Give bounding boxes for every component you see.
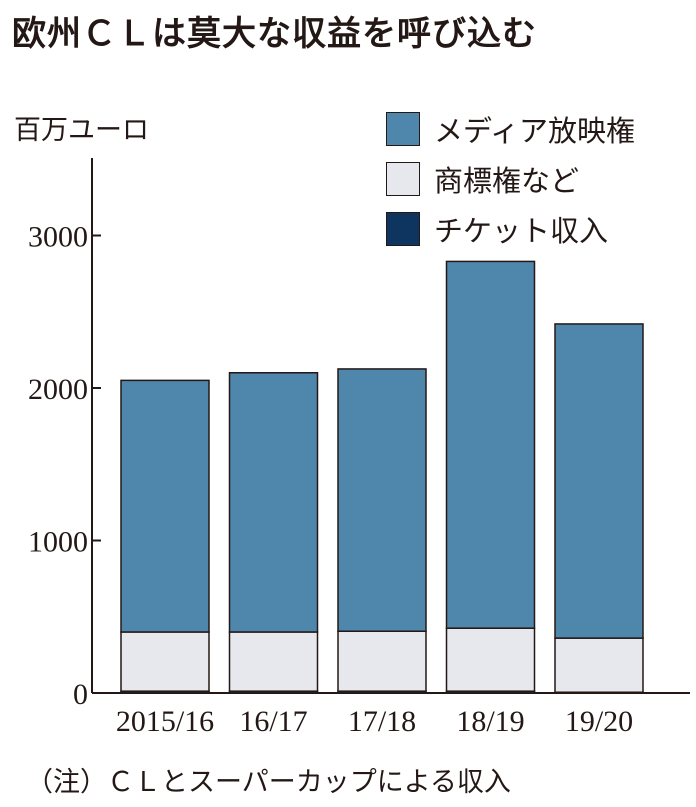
legend-label-ticket: チケット収入 bbox=[434, 214, 609, 248]
legend-label-trademark: 商標権など bbox=[434, 164, 580, 198]
legend-item-media: メディア放映権 bbox=[386, 104, 635, 154]
bar-segment-media bbox=[554, 323, 644, 639]
footnote: （注）ＣＬとスーパーカップによる収入 bbox=[26, 767, 511, 798]
chart-title: 欧州ＣＬは莫大な収益を呼び込む bbox=[12, 14, 537, 54]
bar-segment-media bbox=[228, 372, 319, 633]
bar-segment-media bbox=[120, 379, 210, 633]
x-tick-label: 18/19 bbox=[456, 705, 524, 738]
legend-item-trademark: 商標権など bbox=[386, 154, 635, 204]
y-tick-label: 2000 bbox=[28, 373, 88, 406]
bar-segment-media bbox=[337, 368, 427, 632]
y-tick-label: 0 bbox=[73, 678, 88, 711]
bar-segment-trademark bbox=[337, 630, 427, 692]
legend-label-media: メディア放映権 bbox=[434, 114, 635, 148]
y-tick-label: 1000 bbox=[28, 526, 88, 559]
legend-swatch-ticket bbox=[386, 212, 420, 246]
bar-segment-trademark bbox=[228, 631, 319, 692]
bar-segment-media bbox=[445, 260, 536, 629]
chart-legend: メディア放映権 商標権など チケット収入 bbox=[386, 104, 635, 254]
x-tick-label: 16/17 bbox=[239, 705, 307, 738]
legend-swatch-media bbox=[386, 112, 420, 146]
legend-swatch-trademark bbox=[386, 162, 420, 196]
x-tick-label: 17/18 bbox=[348, 705, 416, 738]
x-tick-label: 2015/16 bbox=[116, 705, 214, 738]
y-axis-unit-label: 百万ユーロ bbox=[14, 115, 149, 146]
y-tick-label: 3000 bbox=[28, 221, 88, 254]
bar-segment-trademark bbox=[554, 637, 644, 693]
bar-segment-trademark bbox=[120, 631, 210, 692]
legend-item-ticket: チケット収入 bbox=[386, 204, 635, 254]
bar-segment-trademark bbox=[445, 627, 536, 692]
x-tick-label: 19/20 bbox=[565, 705, 633, 738]
